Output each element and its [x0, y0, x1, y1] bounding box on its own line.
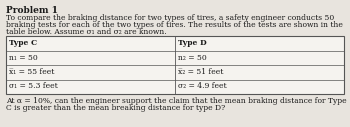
Bar: [6, 36, 344, 94]
Text: To compare the braking distance for two types of tires, a safety engineer conduc: To compare the braking distance for two …: [6, 14, 334, 22]
Text: Problem 1: Problem 1: [6, 6, 58, 15]
Text: σ₁ = 5.3 feet: σ₁ = 5.3 feet: [9, 83, 58, 91]
Text: x̅₁ = 55 feet: x̅₁ = 55 feet: [9, 68, 54, 76]
Text: σ₂ = 4.9 feet: σ₂ = 4.9 feet: [178, 83, 227, 91]
Text: n₂ = 50: n₂ = 50: [178, 53, 207, 61]
Text: n₁ = 50: n₁ = 50: [9, 53, 38, 61]
Text: C is greater than the mean breaking distance for type D?: C is greater than the mean breaking dist…: [6, 104, 225, 112]
Text: table below. Assume σ₁ and σ₂ are known.: table below. Assume σ₁ and σ₂ are known.: [6, 28, 167, 36]
Text: Type C: Type C: [9, 39, 37, 47]
Text: At α = 10%, can the engineer support the claim that the mean braking distance fo: At α = 10%, can the engineer support the…: [6, 97, 346, 105]
Text: Type D: Type D: [178, 39, 207, 47]
Text: braking tests for each of the two types of tires. The results of the tests are s: braking tests for each of the two types …: [6, 21, 343, 29]
Text: x̅₂ = 51 feet: x̅₂ = 51 feet: [178, 68, 223, 76]
